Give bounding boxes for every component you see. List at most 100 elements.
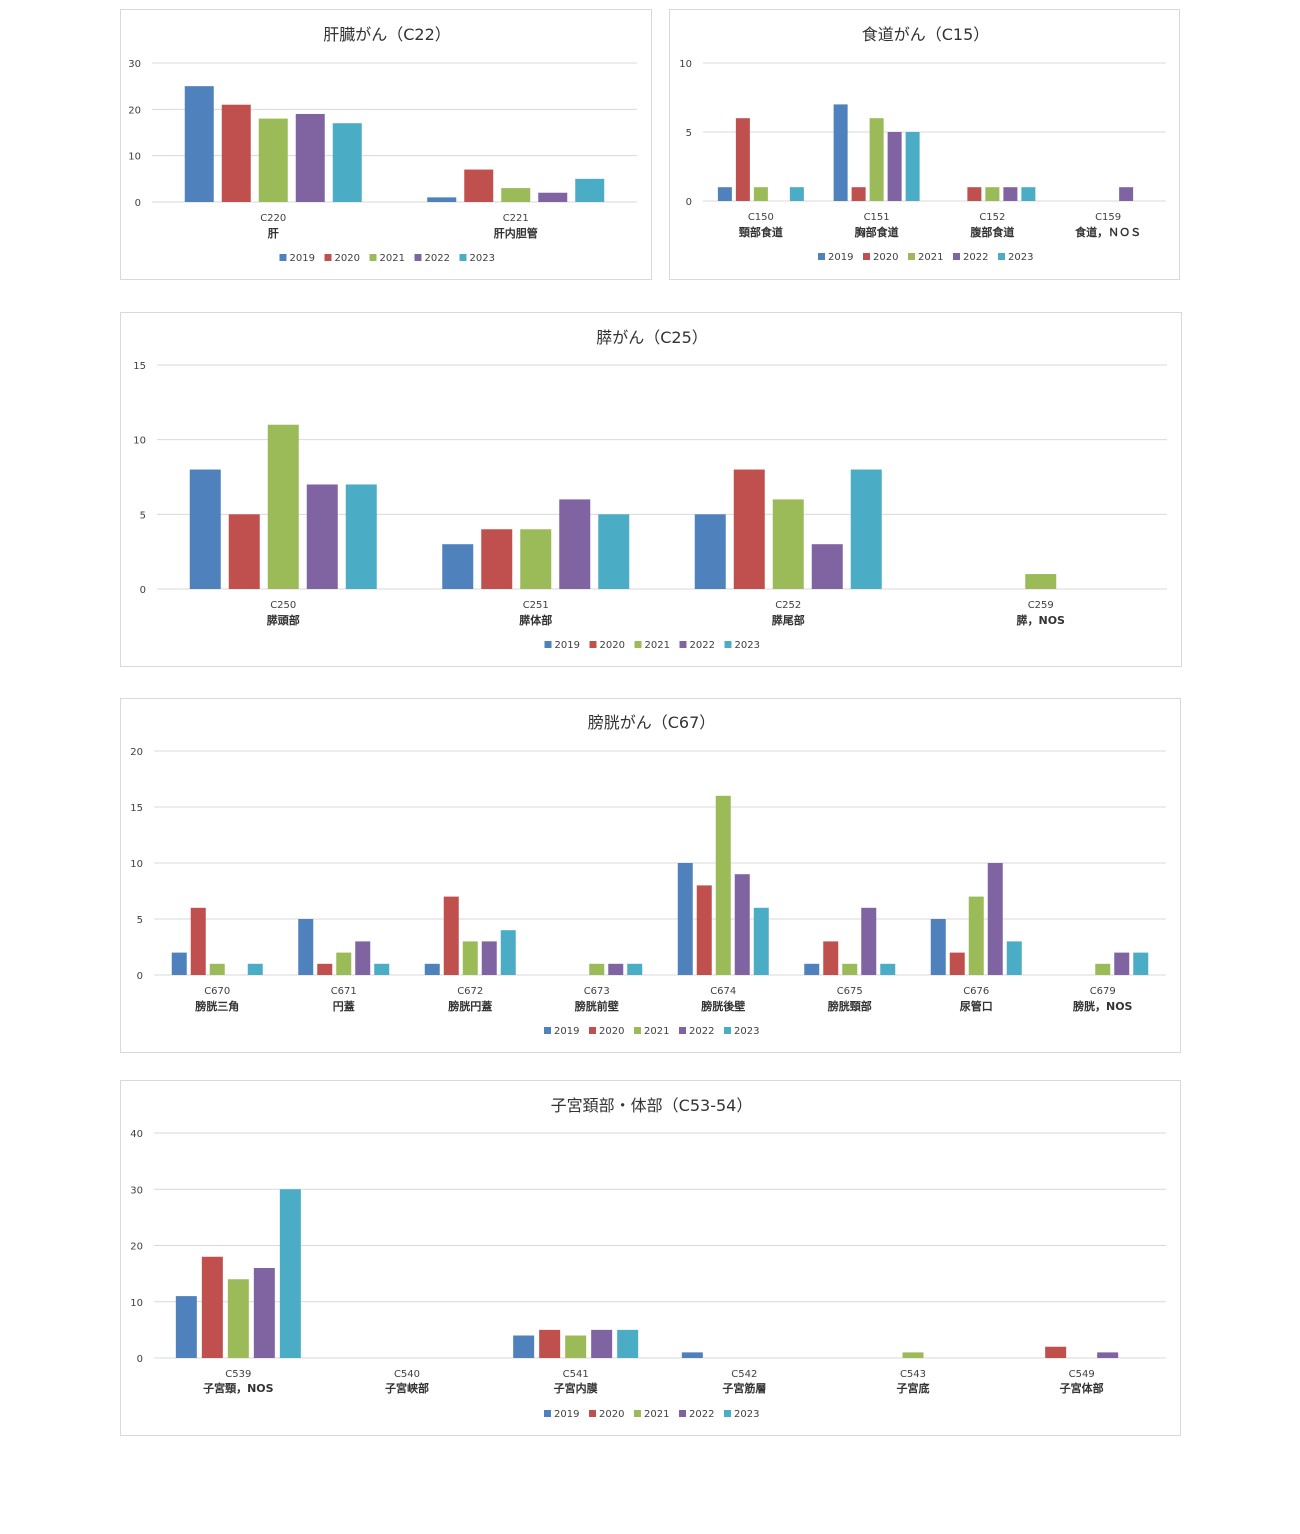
- legend-swatch: [414, 254, 422, 261]
- uterine-cancer-chart-svg: 子宮頚部・体部（C53-54）010203040C539子宮頸，NOSC540子…: [130, 1096, 1166, 1420]
- bar-C250-2019: [189, 469, 221, 589]
- bar-C221-2020: [464, 169, 494, 202]
- bar-C152-2020: [967, 187, 982, 201]
- legend-swatch: [544, 1027, 551, 1034]
- x-tick-code: C676: [963, 986, 989, 997]
- bar-C250-2021: [267, 424, 299, 589]
- x-tick-code: C221: [503, 213, 529, 224]
- x-tick-code: C152: [979, 212, 1005, 223]
- x-tick-name: 肝内胆管: [494, 226, 538, 240]
- legend-swatch: [908, 253, 915, 260]
- legend-swatch: [724, 641, 732, 648]
- bar-C152-2021: [985, 187, 1000, 201]
- y-tick-label: 0: [137, 1354, 143, 1365]
- legend-swatch: [589, 641, 597, 648]
- bar-C221-2019: [427, 197, 457, 202]
- bar-C151-2022: [887, 132, 902, 201]
- x-tick-name: 膀胱前壁: [574, 999, 619, 1013]
- x-tick-name: 円蓋: [333, 999, 355, 1013]
- bar-C672-2023: [500, 930, 516, 975]
- bar-C150-2021: [753, 187, 768, 201]
- legend-swatch: [324, 254, 332, 261]
- x-tick-name: 肝: [268, 227, 279, 240]
- bar-C541-2019: [513, 1335, 535, 1358]
- x-tick-code: C252: [775, 600, 801, 611]
- x-tick-code: C673: [584, 986, 610, 997]
- bar-C676-2021: [968, 896, 984, 975]
- bar-C675-2019: [804, 963, 820, 975]
- bar-C250-2023: [345, 484, 377, 589]
- bar-C670-2021: [209, 963, 225, 975]
- x-tick-name: 子宮内膜: [554, 1381, 598, 1395]
- x-tick-code: C679: [1090, 986, 1116, 997]
- bar-C251-2022: [559, 499, 591, 589]
- y-tick-label: 30: [128, 59, 141, 70]
- legend-swatch: [953, 253, 960, 260]
- y-tick-label: 15: [130, 803, 143, 814]
- bar-C670-2023: [247, 963, 263, 975]
- legend-label: 2021: [380, 253, 405, 264]
- x-tick-code: C150: [748, 212, 774, 223]
- x-tick-name: 膀胱頸部: [827, 999, 872, 1013]
- legend-label: 2019: [554, 1026, 579, 1037]
- x-tick-code: C151: [864, 212, 890, 223]
- bar-C221-2021: [501, 188, 531, 202]
- esophageal-cancer-chart-svg: 食道がん（C15） 0 5 10 C150 頸部食道 C151 胸部食道 C152 腹部食道 C15…: [679, 25, 1166, 263]
- y-tick-label: 30: [130, 1185, 143, 1196]
- x-tick-code: C259: [1028, 600, 1054, 611]
- pancreatic-cancer-chart: 膵がん（C25） 0 5 10 15 C250 膵頭部 C251 膵体部 C252 膵尾部 C259 膵…: [120, 312, 1182, 667]
- bar-C671-2023: [374, 963, 390, 975]
- y-tick-label: 40: [130, 1129, 143, 1140]
- bar-C539-2022: [253, 1268, 275, 1358]
- legend-swatch: [634, 1410, 641, 1417]
- bar-C151-2020: [851, 187, 866, 201]
- x-tick-code: C670: [204, 986, 230, 997]
- x-tick-name: 膵，NOS: [1017, 613, 1066, 627]
- x-tick-name: 膀胱後壁: [700, 999, 745, 1013]
- y-tick-label: 10: [130, 1298, 143, 1309]
- bar-C676-2020: [949, 952, 965, 975]
- bar-C549-2022: [1097, 1352, 1119, 1358]
- legend-label: 2023: [1008, 252, 1033, 263]
- bar-C670-2020: [190, 907, 206, 975]
- bar-C674-2023: [753, 907, 769, 975]
- y-tick-label: 20: [130, 747, 143, 758]
- legend-label: 2019: [555, 640, 580, 651]
- bar-C674-2020: [696, 885, 712, 975]
- legend-swatch: [863, 253, 870, 260]
- x-tick-code: C251: [523, 600, 549, 611]
- bar-C670-2019: [171, 952, 187, 975]
- bladder-cancer-chart-svg: 膀胱がん（C67） 0 5 10 15 20 C670 膀胱三角 C671 円蓋 C672 膀胱円蓋 C…: [130, 713, 1166, 1037]
- legend-label: 2020: [599, 1409, 624, 1420]
- legend-label: 2021: [644, 1409, 669, 1420]
- x-tick-name: 膵頭部: [267, 613, 300, 627]
- chart-title: 食道がん（C15）: [862, 25, 990, 44]
- bar-C675-2020: [823, 941, 839, 975]
- bar-C672-2021: [462, 941, 478, 975]
- x-tick-name: 子宮頸，NOS: [203, 1381, 274, 1395]
- legend-swatch: [724, 1027, 731, 1034]
- y-tick-label: 0: [137, 971, 143, 982]
- x-tick-name: 子宮底: [897, 1381, 930, 1395]
- legend-label: 2021: [644, 1026, 669, 1037]
- bar-C674-2019: [677, 863, 693, 975]
- bar-C252-2021: [772, 499, 804, 589]
- legend-label: 2022: [425, 253, 450, 264]
- bar-C539-2019: [175, 1296, 197, 1358]
- legend-swatch: [459, 254, 467, 261]
- y-tick-label: 0: [686, 197, 692, 208]
- bar-C221-2023: [575, 178, 605, 202]
- x-tick-name: 頸部食道: [739, 225, 783, 239]
- bar-C675-2022: [861, 907, 877, 975]
- legend-swatch: [544, 641, 552, 648]
- bar-C672-2020: [443, 896, 459, 975]
- legend-label: 2019: [290, 253, 315, 264]
- bar-C671-2020: [317, 963, 333, 975]
- legend-swatch: [679, 1027, 686, 1034]
- bar-C250-2022: [306, 484, 338, 589]
- legend-label: 2021: [645, 640, 670, 651]
- legend-label: 2023: [734, 1409, 759, 1420]
- x-tick-name: 食道，ＮＯＳ: [1075, 225, 1141, 239]
- legend-label: 2023: [470, 253, 495, 264]
- bar-C673-2021: [589, 963, 605, 975]
